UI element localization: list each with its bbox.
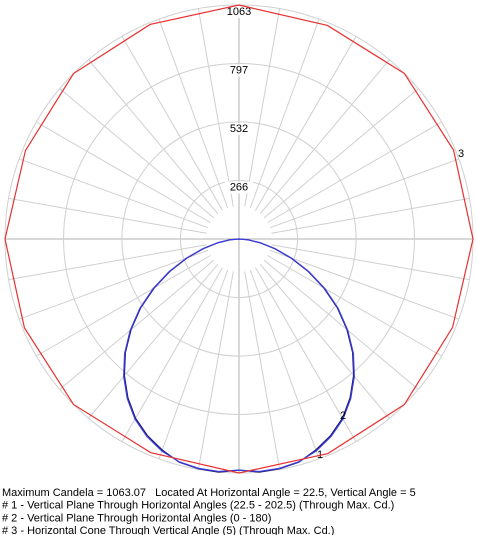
spoke (121, 267, 223, 442)
note: # 3 - Horizontal Cone Through Vertical A… (2, 525, 334, 535)
r-tick-label: 532 (230, 123, 248, 135)
spoke (18, 158, 209, 229)
spoke (249, 18, 320, 209)
spoke (255, 267, 357, 442)
spoke (88, 263, 219, 419)
note: # 1 - Vertical Plane Through Horizontal … (2, 500, 394, 512)
r-tick-label: 797 (230, 64, 248, 76)
r-tick-label: 266 (230, 181, 248, 193)
spoke (269, 158, 460, 229)
tick-label-bg (225, 64, 253, 77)
spoke (267, 121, 442, 223)
spoke (88, 59, 219, 215)
spoke (59, 88, 215, 219)
spoke (36, 121, 211, 223)
tick-label-bg (225, 6, 253, 18)
spoke (158, 269, 229, 460)
curve (123, 238, 355, 473)
spoke (249, 269, 320, 460)
spoke (269, 249, 460, 320)
curve-label: 2 (340, 410, 346, 422)
tick-label-bg (225, 181, 253, 194)
spoke (255, 36, 357, 211)
curve-label: 3 (458, 148, 464, 160)
spoke (244, 271, 281, 470)
spoke (197, 8, 234, 207)
spoke (36, 255, 211, 357)
spoke (18, 249, 209, 320)
spoke (244, 8, 281, 207)
spoke (259, 263, 390, 419)
spoke (263, 259, 419, 390)
spoke (271, 197, 470, 234)
grid-ring (63, 63, 415, 415)
note: Maximum Candela = 1063.07 Located At Hor… (2, 487, 416, 499)
grid-ring (121, 121, 357, 357)
spoke (267, 255, 442, 357)
spoke (121, 36, 223, 211)
spoke (8, 244, 207, 281)
spoke (271, 244, 470, 281)
r-tick-label: 1063 (227, 6, 251, 18)
spoke (59, 259, 215, 390)
spoke (259, 59, 390, 215)
note: # 2 - Vertical Plane Through Horizontal … (2, 512, 271, 524)
spoke (158, 18, 229, 209)
grid-ring (179, 179, 299, 299)
spoke (197, 271, 234, 470)
tick-label-bg (225, 122, 253, 135)
spoke (8, 197, 207, 234)
spoke (263, 88, 419, 219)
curve (4, 4, 474, 474)
